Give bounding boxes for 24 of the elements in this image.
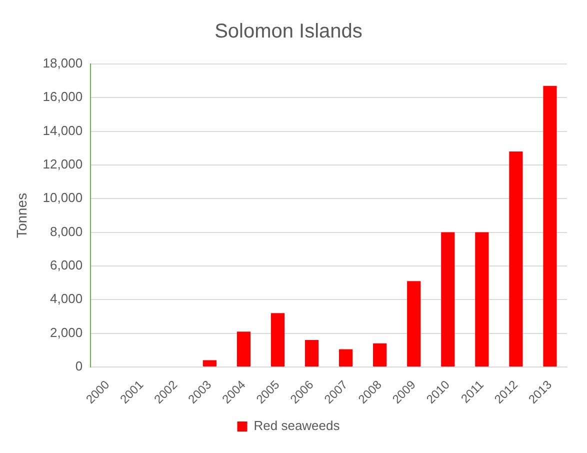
bar — [304, 340, 319, 366]
y-tick-label: 14,000 — [42, 122, 83, 138]
bar — [475, 232, 489, 366]
bar — [338, 349, 353, 366]
y-tick-label: 8,000 — [50, 224, 83, 239]
y-tick-label: 16,000 — [42, 89, 83, 104]
legend-label: Red seaweeds — [254, 418, 340, 434]
bar — [509, 152, 523, 366]
bar — [373, 343, 387, 366]
bar — [543, 86, 557, 366]
y-tick-label: 0 — [75, 358, 83, 374]
y-axis-title: Tonnes — [13, 192, 30, 238]
bar — [441, 232, 455, 366]
y-tick-label: 18,000 — [42, 56, 83, 71]
y-tick-label: 12,000 — [42, 156, 83, 172]
bar — [236, 332, 251, 366]
bar — [202, 360, 216, 366]
chart-title: Solomon Islands — [214, 20, 362, 43]
bar — [270, 313, 285, 366]
y-tick-label: 10,000 — [42, 190, 83, 206]
y-tick-label: 4,000 — [50, 291, 83, 306]
y-tick-label: 6,000 — [50, 258, 83, 273]
y-tick-label: 2,000 — [50, 324, 83, 340]
bar — [407, 281, 421, 366]
